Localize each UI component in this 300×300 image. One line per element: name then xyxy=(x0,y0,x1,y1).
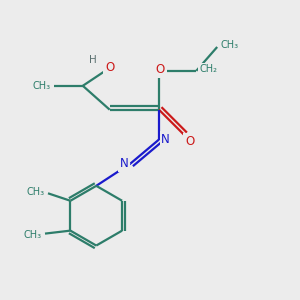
Text: O: O xyxy=(105,61,114,74)
Text: O: O xyxy=(156,63,165,76)
Text: CH₃: CH₃ xyxy=(26,187,44,197)
Text: CH₂: CH₂ xyxy=(200,64,218,74)
Text: N: N xyxy=(120,157,128,170)
Text: CH₃: CH₃ xyxy=(33,81,51,91)
Text: CH₃: CH₃ xyxy=(23,230,41,240)
Text: CH₃: CH₃ xyxy=(221,40,239,50)
Text: N: N xyxy=(161,133,170,146)
Text: O: O xyxy=(185,135,194,148)
Text: H: H xyxy=(89,55,97,64)
